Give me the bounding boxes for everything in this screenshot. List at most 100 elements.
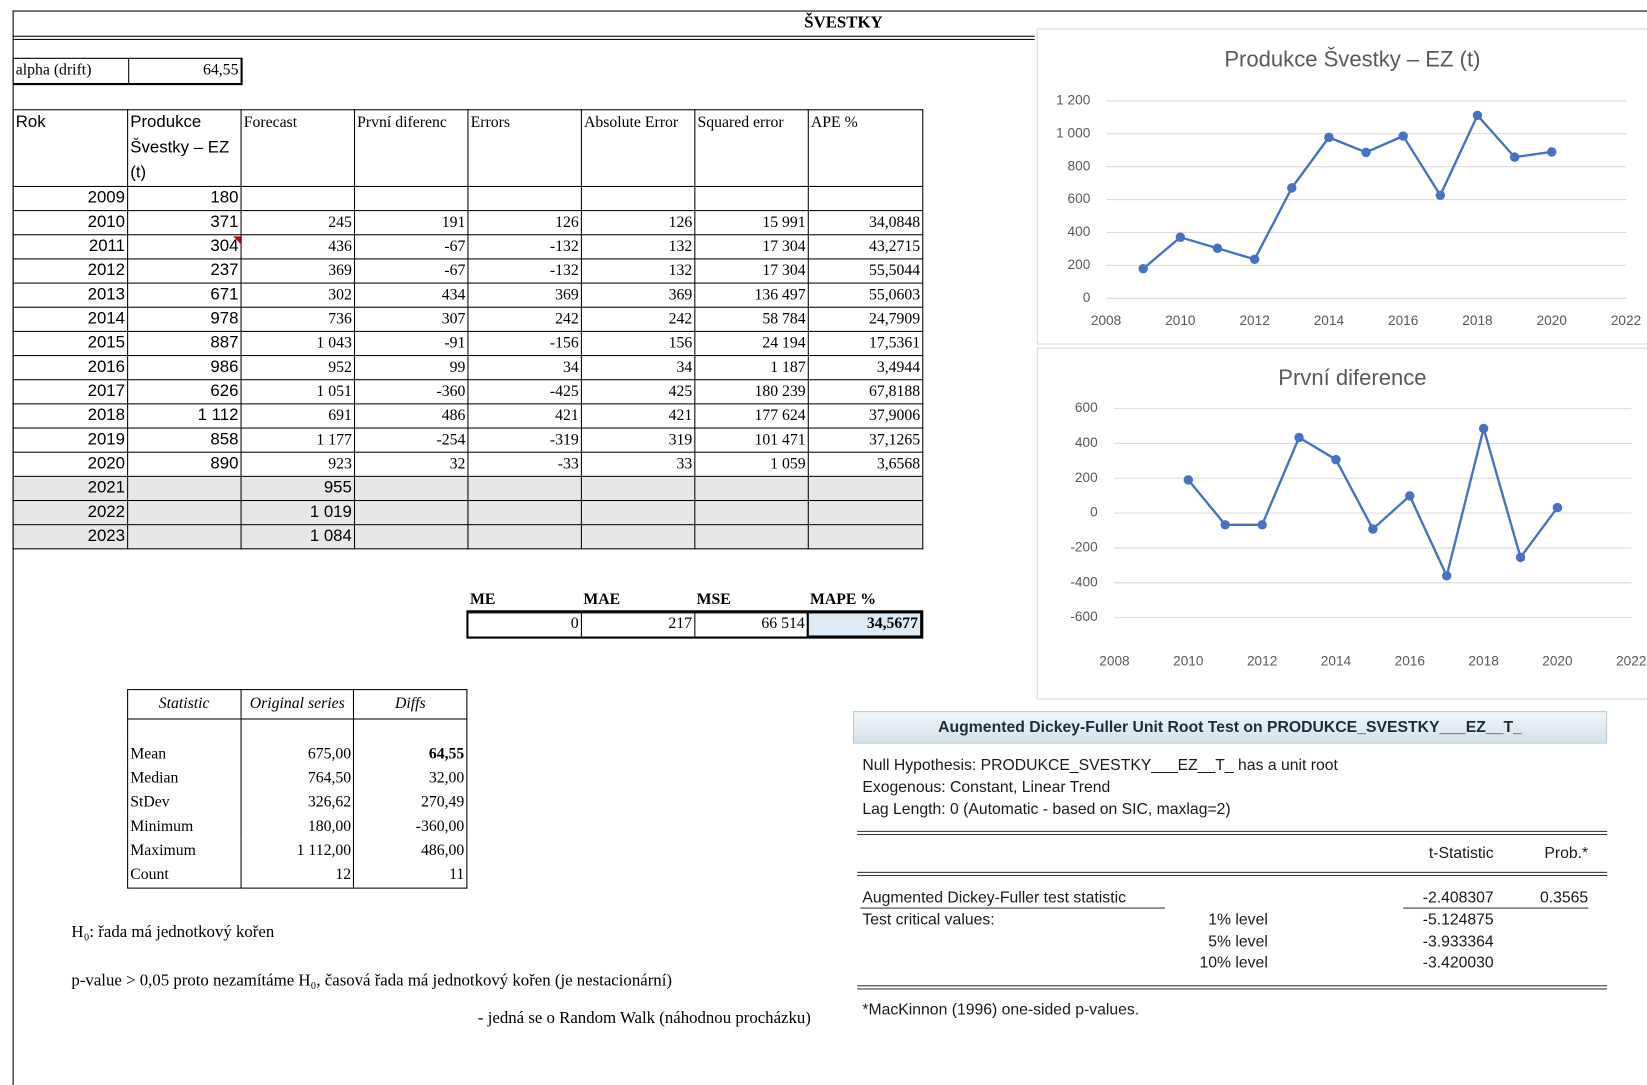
cell: 952 [240, 355, 356, 381]
cell: 34 [580, 355, 696, 381]
header-row: Statistic Original series Diffs [127, 689, 467, 720]
cell: 242 [580, 306, 696, 332]
cell: Count [127, 863, 241, 889]
cell: 890 [127, 451, 242, 477]
data-row: Count 12 11 [127, 863, 467, 889]
series-line [1142, 113, 1552, 270]
x-tick-label: 2010 [1173, 653, 1204, 668]
header-cell: APE % [807, 109, 924, 187]
adf-line: Null Hypothesis: PRODUKCE_SVESTKY___EZ__… [862, 756, 1338, 775]
cell: 2019 [12, 427, 129, 453]
alpha-value: 64,55 [202, 61, 239, 79]
header-cell: ME [470, 591, 496, 608]
y-tick-label: 600 [1075, 400, 1098, 415]
cell: 675,00 [240, 742, 354, 767]
cell: 436 [240, 234, 356, 260]
cell: 2016 [12, 355, 129, 381]
cell: -360 [353, 379, 469, 405]
alpha-label: alpha (drift) [14, 58, 130, 83]
data-point [1435, 190, 1446, 201]
cell: 3,6568 [807, 451, 924, 477]
data-point [1398, 131, 1408, 141]
cell: 217 [580, 611, 696, 638]
cell: 245 [240, 210, 356, 236]
cell: 369 [467, 282, 582, 308]
value-row: 0 217 66 514 34,5677 [465, 610, 924, 639]
cell: 2022 [12, 499, 129, 526]
cell: 180,00 [240, 815, 354, 840]
cell: 626 [127, 379, 242, 405]
cell: 986 [127, 355, 242, 381]
cell: StDev [127, 790, 241, 816]
adf-line: Lag Length: 0 (Automatic - based on SIC,… [862, 800, 1231, 819]
cell: 691 [240, 403, 356, 429]
cell [807, 524, 924, 550]
data-point [1368, 524, 1378, 534]
comment-indicator [233, 236, 241, 244]
cell: 736 [240, 306, 356, 332]
data-row: 2012 237 369 -67 -132 132 17 304 55,5044 [12, 258, 924, 284]
spacer-row [127, 718, 467, 743]
cell: Median [127, 766, 241, 791]
cell: 101 471 [694, 427, 809, 453]
y-tick-label: 600 [1068, 191, 1091, 206]
y-tick-label: -600 [1070, 609, 1098, 624]
cell: 15 991 [694, 210, 809, 236]
series-line [1187, 423, 1559, 580]
y-tick-label: 800 [1068, 158, 1091, 173]
cell: 978 [127, 306, 242, 332]
chart: Produkce Švestky – EZ (t) 0 200 400 600 800 1 … [1056, 47, 1641, 328]
cell: 11 [353, 863, 467, 889]
y-tick-label: 400 [1075, 435, 1098, 450]
cell: 671 [127, 282, 242, 308]
x-tick-label: 2014 [1314, 313, 1345, 328]
alpha-box: alpha (drift) 64,55 [12, 57, 243, 86]
adf-underline [1403, 907, 1589, 909]
cell: 32 [353, 451, 469, 477]
cell: 66 514 [694, 611, 809, 638]
y-tick-label: 200 [1075, 470, 1098, 485]
cell: 304 [127, 234, 242, 260]
data-row: Minimum 180,00 -360,00 [127, 815, 467, 840]
data-point [1220, 520, 1230, 530]
cell: 2009 [12, 185, 129, 212]
x-tick-label: 2008 [1099, 653, 1129, 668]
cell: 17 304 [694, 258, 809, 284]
adf-level: 1% level [1208, 910, 1268, 929]
cell: Mean [127, 742, 241, 767]
cell: 425 [580, 379, 696, 405]
cell: 1 019 [240, 499, 356, 526]
cell: 1 112,00 [240, 839, 354, 864]
note: p-value > 0,05 proto nezamítáme H₀, časo… [71, 971, 672, 990]
data-point [1294, 432, 1304, 443]
cell: 34,5677 [806, 611, 923, 638]
adf-rule [857, 985, 1608, 990]
header-cell: MSE [696, 591, 731, 608]
cell [127, 475, 242, 502]
x-tick-label: 2018 [1462, 313, 1492, 328]
data-point [1138, 263, 1148, 274]
cell: 2014 [12, 306, 129, 332]
cell: 3,4944 [807, 355, 924, 381]
cell: 923 [240, 451, 356, 477]
adf-underline [860, 907, 1165, 909]
data-point [1361, 147, 1371, 158]
data-point [1509, 152, 1520, 162]
data-row: 2010 371 245 191 126 126 15 991 34,0848 [12, 210, 924, 236]
cell: 302 [240, 282, 356, 308]
cell [694, 185, 809, 212]
adf-rule [857, 830, 1608, 836]
cell: 1 043 [240, 330, 356, 357]
y-tick-label: -400 [1070, 574, 1098, 589]
data-row: 2022 1 019 [12, 499, 924, 526]
data-row: 2014 978 736 307 242 242 58 784 24,7909 [12, 306, 924, 332]
cell: 24 194 [694, 330, 809, 357]
cell [240, 718, 354, 743]
cell: 1 187 [694, 355, 809, 381]
cell: -132 [467, 258, 582, 284]
cell: 33 [580, 451, 696, 477]
adf-column: Prob.* [1544, 844, 1589, 863]
note: - jedná se o Random Walk (náhodnou proch… [477, 1009, 811, 1028]
cell [467, 499, 582, 526]
data-row: 2015 887 1 043 -91 -156 156 24 194 17,5361 [12, 330, 924, 357]
